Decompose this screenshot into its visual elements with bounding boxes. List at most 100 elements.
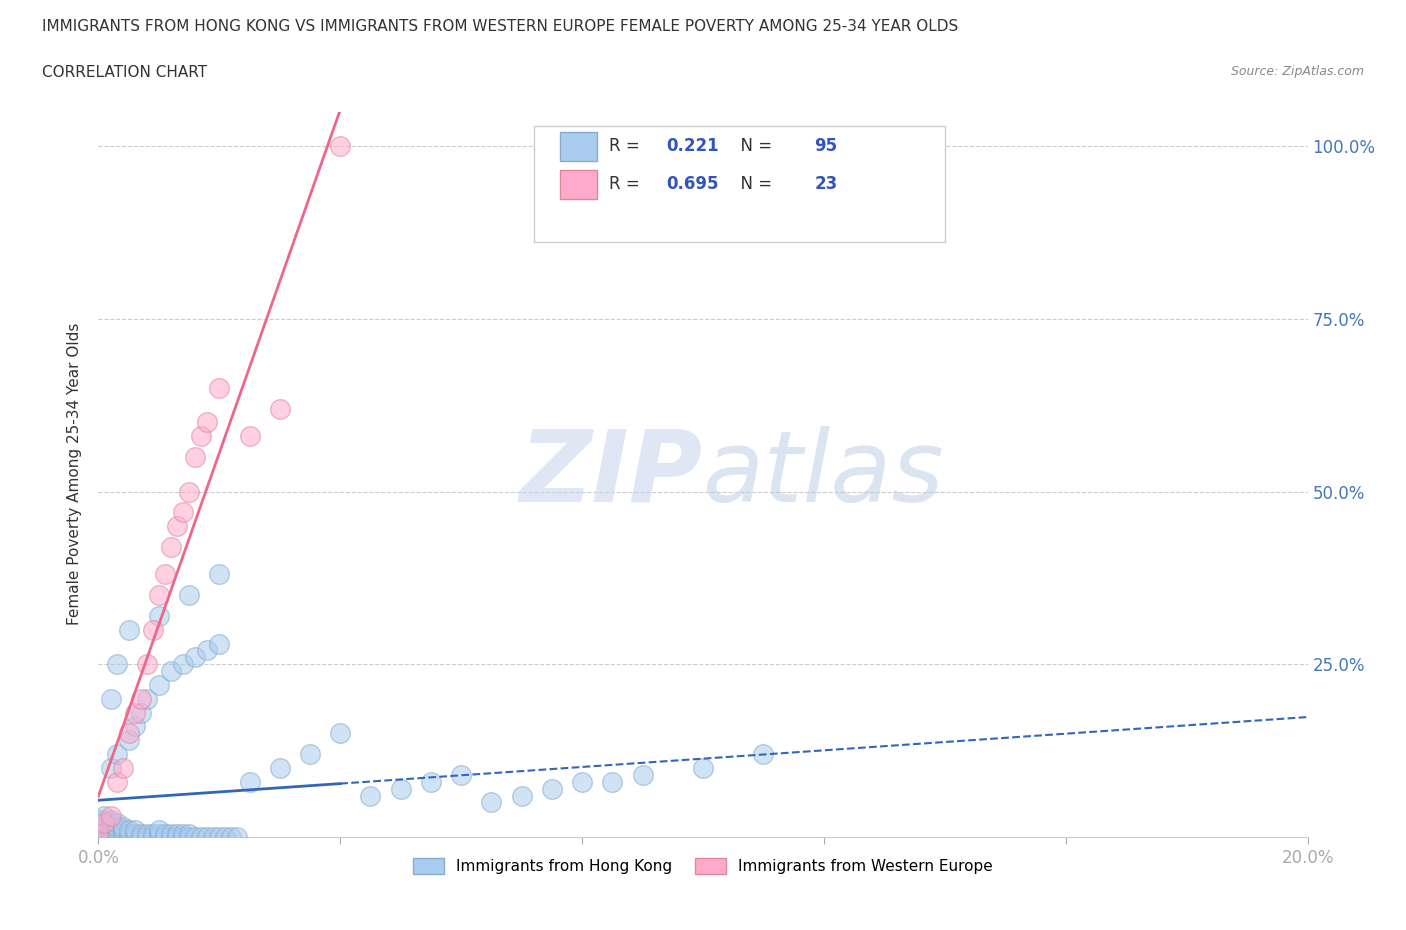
- Point: [360, 788, 382, 803]
- Point: [118, 726, 141, 741]
- Point: [93, 830, 115, 844]
- Point: [571, 775, 593, 790]
- Point: [105, 816, 128, 830]
- Text: R =: R =: [609, 138, 645, 155]
- Text: R =: R =: [609, 175, 645, 193]
- Text: N =: N =: [730, 138, 778, 155]
- Point: [142, 830, 165, 844]
- Text: ZIP: ZIP: [520, 426, 703, 523]
- Point: [129, 826, 152, 841]
- Point: [105, 657, 128, 671]
- Point: [142, 622, 165, 637]
- Point: [135, 691, 157, 706]
- Point: [105, 823, 128, 838]
- Point: [87, 830, 110, 844]
- Point: [93, 816, 115, 830]
- Y-axis label: Female Poverty Among 25-34 Year Olds: Female Poverty Among 25-34 Year Olds: [67, 323, 83, 626]
- Text: Source: ZipAtlas.com: Source: ZipAtlas.com: [1230, 65, 1364, 78]
- Point: [100, 826, 122, 841]
- Point: [105, 826, 128, 841]
- Point: [124, 823, 146, 838]
- Point: [105, 747, 128, 762]
- Point: [148, 588, 170, 603]
- Point: [148, 678, 170, 693]
- Point: [100, 812, 122, 827]
- Point: [329, 726, 352, 741]
- Point: [172, 657, 194, 671]
- Point: [602, 775, 624, 790]
- Text: IMMIGRANTS FROM HONG KONG VS IMMIGRANTS FROM WESTERN EUROPE FEMALE POVERTY AMONG: IMMIGRANTS FROM HONG KONG VS IMMIGRANTS …: [42, 19, 959, 33]
- Point: [87, 819, 110, 834]
- Point: [105, 775, 128, 790]
- Point: [190, 830, 212, 844]
- Point: [208, 380, 231, 395]
- Point: [118, 826, 141, 841]
- Point: [153, 830, 176, 844]
- Point: [239, 429, 262, 444]
- Point: [510, 788, 533, 803]
- Point: [160, 664, 183, 679]
- Point: [93, 812, 115, 827]
- Point: [148, 830, 170, 844]
- Point: [195, 415, 218, 430]
- Point: [93, 823, 115, 838]
- Text: 23: 23: [814, 175, 838, 193]
- Point: [190, 429, 212, 444]
- Point: [153, 826, 176, 841]
- Point: [135, 830, 157, 844]
- Point: [179, 588, 201, 603]
- Point: [100, 823, 122, 838]
- Point: [166, 830, 188, 844]
- Point: [160, 539, 183, 554]
- Point: [420, 775, 443, 790]
- Point: [299, 747, 322, 762]
- Point: [269, 401, 291, 416]
- Point: [129, 705, 152, 720]
- Point: [87, 826, 110, 841]
- Point: [540, 781, 562, 796]
- FancyBboxPatch shape: [561, 132, 596, 161]
- Point: [481, 795, 503, 810]
- Point: [135, 657, 157, 671]
- Point: [172, 826, 194, 841]
- Point: [214, 830, 236, 844]
- Point: [195, 830, 218, 844]
- Point: [239, 775, 262, 790]
- Point: [226, 830, 249, 844]
- Legend: Immigrants from Hong Kong, Immigrants from Western Europe: Immigrants from Hong Kong, Immigrants fr…: [408, 852, 998, 880]
- Point: [389, 781, 412, 796]
- Point: [208, 636, 231, 651]
- Point: [160, 830, 183, 844]
- Point: [124, 705, 146, 720]
- Point: [111, 819, 134, 834]
- Point: [93, 826, 115, 841]
- Point: [87, 816, 110, 830]
- Point: [135, 826, 157, 841]
- Point: [179, 830, 201, 844]
- Point: [148, 608, 170, 623]
- Point: [184, 830, 207, 844]
- Point: [160, 826, 183, 841]
- Point: [172, 505, 194, 520]
- Point: [153, 567, 176, 582]
- Point: [208, 830, 231, 844]
- Point: [100, 691, 122, 706]
- Text: atlas: atlas: [703, 426, 945, 523]
- Point: [100, 830, 122, 844]
- Text: N =: N =: [730, 175, 778, 193]
- Point: [148, 826, 170, 841]
- Point: [184, 449, 207, 464]
- Point: [129, 691, 152, 706]
- Point: [87, 823, 110, 838]
- Point: [179, 485, 201, 499]
- Point: [752, 747, 775, 762]
- Point: [118, 823, 141, 838]
- Point: [111, 823, 134, 838]
- FancyBboxPatch shape: [561, 169, 596, 199]
- Point: [111, 830, 134, 844]
- Point: [105, 819, 128, 834]
- Point: [172, 830, 194, 844]
- Point: [100, 816, 122, 830]
- Point: [105, 830, 128, 844]
- Point: [118, 830, 141, 844]
